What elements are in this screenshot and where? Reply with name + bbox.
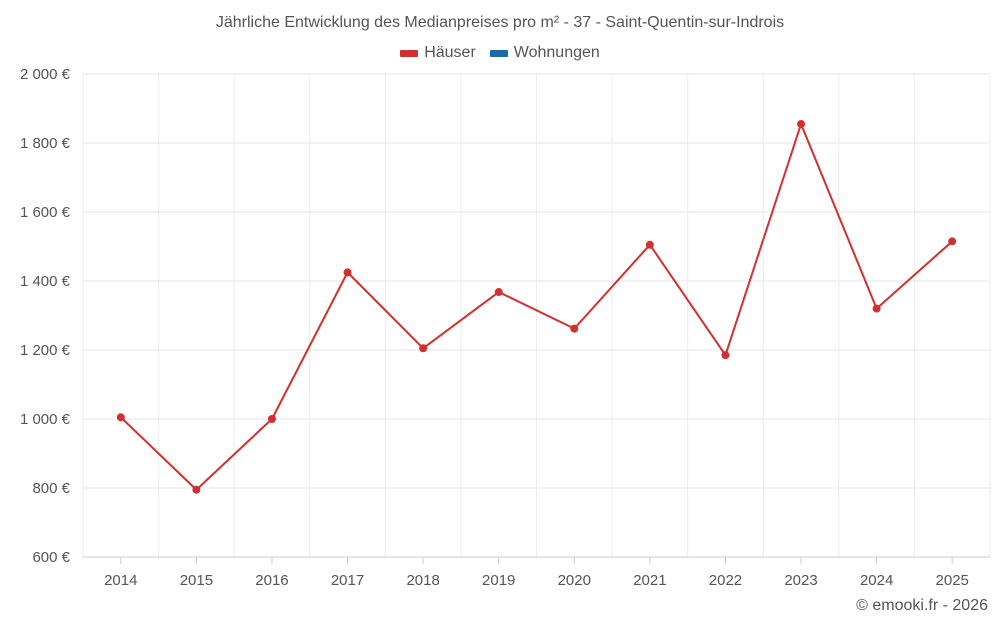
data-point[interactable]: Häuser 2020: 1262 € <box>570 324 579 333</box>
x-tick-label: 2019 <box>482 572 515 589</box>
data-point[interactable]: Häuser 2024: 1320 € <box>872 304 881 313</box>
data-point[interactable]: Häuser 2019: 1368 € <box>494 288 503 297</box>
chart-legend: Häuser Wohnungen <box>0 44 1000 62</box>
x-tick-label: 2015 <box>180 572 213 589</box>
legend-item-haeuser[interactable]: Häuser <box>400 44 476 62</box>
y-tick-label: 1 400 € <box>20 273 71 290</box>
y-tick-label: 1 000 € <box>20 411 71 428</box>
x-tick-label: 2020 <box>558 572 591 589</box>
series-line-0 <box>120 123 953 491</box>
x-tick-label: 2022 <box>709 572 742 589</box>
data-point[interactable]: Häuser 2023: 1855 € <box>797 120 806 129</box>
legend-swatch-haeuser <box>400 49 419 57</box>
legend-item-wohnungen[interactable]: Wohnungen <box>489 44 600 62</box>
data-point[interactable]: Häuser 2025: 1515 € <box>948 237 957 246</box>
copyright-footer: © emooki.fr - 2026 <box>856 597 988 614</box>
y-tick-label: 800 € <box>32 480 70 497</box>
legend-swatch-wohnungen <box>489 49 508 57</box>
data-point[interactable]: Häuser 2017: 1425 € <box>343 268 352 277</box>
x-tick-label: 2023 <box>784 572 817 589</box>
x-tick-label: 2018 <box>406 572 439 589</box>
y-tick-label: 1 800 € <box>20 135 71 152</box>
data-point[interactable]: Häuser 2018: 1205 € <box>419 344 428 353</box>
y-tick-label: 1 600 € <box>20 204 71 221</box>
chart-title: Jährliche Entwicklung des Medianpreises … <box>215 14 785 31</box>
y-tick-label: 2 000 € <box>20 66 71 83</box>
legend-label-wohnungen: Wohnungen <box>513 44 600 61</box>
y-tick-label: 1 200 € <box>20 342 71 359</box>
data-point[interactable]: Häuser 2022: 1185 € <box>721 351 730 360</box>
x-tick-label: 2016 <box>255 572 288 589</box>
data-point[interactable]: Häuser 2014: 1005 € <box>116 413 125 422</box>
y-tick-label: 600 € <box>32 549 70 566</box>
data-point[interactable]: Häuser 2015: 795 € <box>192 485 201 494</box>
x-tick-label: 2021 <box>633 572 666 589</box>
x-tick-label: 2014 <box>104 572 137 589</box>
data-point[interactable]: Häuser 2021: 1505 € <box>645 240 654 249</box>
legend-label-haeuser: Häuser <box>424 44 476 61</box>
x-tick-label: 2017 <box>331 572 364 589</box>
x-tick-label: 2025 <box>936 572 969 589</box>
x-tick-label: 2024 <box>860 572 893 589</box>
